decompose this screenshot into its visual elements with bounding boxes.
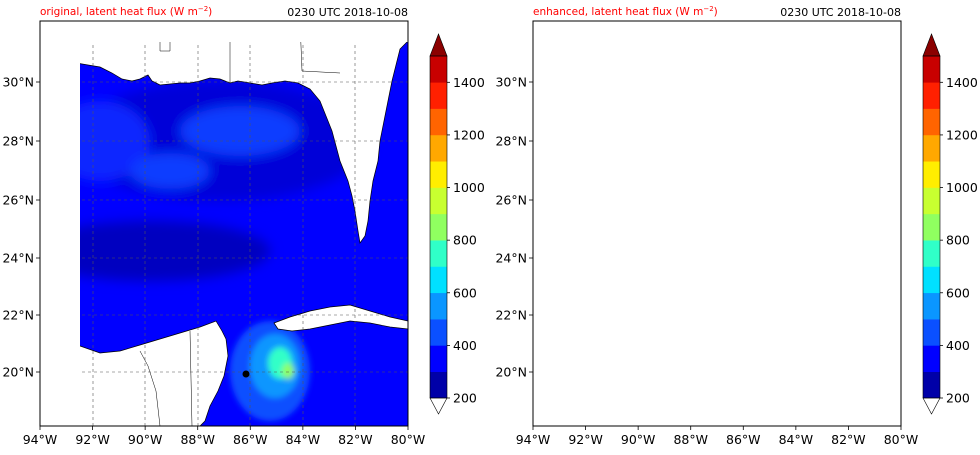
panel-original-colorbar-tick-label: 1400: [453, 75, 485, 90]
panel-enhanced-y-tick-label: 30°N: [495, 75, 527, 90]
panel-enhanced-colorbar-tick-label: 800: [946, 233, 970, 248]
panel-original-colorbar-segment: [430, 266, 447, 294]
panel-original-x-tick-label: 80°W: [391, 432, 426, 447]
panel-original-colorbar-segment: [430, 213, 447, 241]
panel-enhanced-x-tick-label: 88°W: [673, 432, 708, 447]
panel-enhanced-colorbar-segment: [923, 108, 940, 136]
panel-enhanced-colorbar-tick-label: 600: [946, 285, 970, 300]
storm-center-marker: [736, 371, 743, 378]
panel-original-colorbar-segment: [430, 56, 447, 83]
panel-original-colorbar-tick-label: 200: [453, 391, 477, 406]
panel-original-colorbar-segment: [430, 240, 447, 267]
panel-original-colorbar-segment: [430, 108, 447, 136]
panel-original-colorbar-segment: [430, 134, 447, 162]
panel-enhanced-y-tick-label: 22°N: [495, 308, 527, 323]
panel-enhanced-colorbar-segment: [923, 134, 940, 162]
panel-enhanced-colorbar-segment: [923, 82, 940, 109]
panel-original-x-tick-label: 90°W: [128, 432, 163, 447]
panel-enhanced-x-tick-label: 94°W: [516, 432, 551, 447]
panel-original-y-tick-label: 26°N: [2, 193, 34, 208]
panel-enhanced-colorbar-segment: [923, 266, 940, 294]
panel-original-timestamp: 0230 UTC 2018-10-08: [287, 6, 408, 19]
panel-original-x-tick-label: 84°W: [286, 432, 321, 447]
panel-enhanced-axis-ticks: 94°W 92°W 90°W 88°W 86°W 84°W 82°W 80°W 30°N 28°N…: [495, 75, 918, 448]
panel-enhanced-colorbar-segment: [923, 161, 940, 188]
panel-original-x-tick-label: 88°W: [180, 432, 215, 447]
panel-enhanced-colorbar-tick-label: 400: [946, 338, 970, 353]
panel-enhanced-y-tick-label: 24°N: [495, 251, 527, 266]
panel-enhanced-y-tick-label: 20°N: [495, 365, 527, 380]
panel-enhanced-y-tick-label: 28°N: [495, 134, 527, 149]
panel-enhanced-colorbar: 200 400 600 800 1000 1200 1400: [922, 33, 978, 415]
panel-enhanced-x-tick-label: 84°W: [779, 432, 814, 447]
panel-enhanced-colorbar-segment: [923, 292, 940, 320]
panel-original-title: original, latent heat flux (W m−2): [40, 5, 212, 18]
panel-enhanced-colorbar-segment: [923, 240, 940, 267]
panel-enhanced-colorbar-tick-label: 1400: [946, 75, 978, 90]
panel-original-y-tick-label: 24°N: [2, 251, 34, 266]
panel-original-x-tick-label: 86°W: [233, 432, 268, 447]
panel-enhanced-colorbar-segment: [923, 345, 940, 372]
panel-original-colorbar-segment: [430, 371, 447, 399]
panel-enhanced-x-tick-label: 82°W: [831, 432, 866, 447]
panel-original-x-tick-label: 94°W: [23, 432, 58, 447]
panel-original-colorbar-tick-label: 800: [453, 233, 477, 248]
panel-enhanced-colorbar-over-arrow: [922, 33, 941, 57]
panel-original-colorbar-segment: [430, 161, 447, 188]
panel-original-colorbar-over-arrow: [429, 33, 448, 57]
panel-original-colorbar-tick-label: 600: [453, 285, 477, 300]
panel-enhanced-colorbar-segment: [923, 56, 940, 83]
panel-enhanced-colorbar-segment: [923, 187, 940, 215]
panel-enhanced-map: [513, 21, 901, 426]
panel-original-colorbar-tick-label: 1000: [453, 180, 485, 195]
panel-original-map: [80, 42, 409, 427]
storm-center-marker: [242, 370, 250, 378]
panel-original-colorbar: 200 400 600 800 1000 1200 1400: [429, 33, 485, 415]
panel-original-axis-ticks: 94°W 92°W 90°W 88°W 86°W 84°W 82°W 80°W 30°N 28°N…: [2, 75, 425, 448]
panel-original-colorbar-segment: [430, 292, 447, 320]
panel-enhanced: enhanced, latent heat flux (W m−2) 0230 …: [495, 5, 977, 447]
panel-enhanced-title: enhanced, latent heat flux (W m−2): [533, 5, 718, 18]
panel-original-colorbar-segment: [430, 187, 447, 215]
panel-original-colorbar-under-arrow: [429, 397, 448, 415]
panel-original-y-tick-label: 28°N: [2, 134, 34, 149]
panel-original-colorbar-tick-label: 400: [453, 338, 477, 353]
panel-enhanced-colorbar-segment: [923, 213, 940, 241]
panel-enhanced-colorbar-segment: [923, 371, 940, 399]
panel-original-y-tick-label: 30°N: [2, 75, 34, 90]
panel-original-x-tick-label: 82°W: [338, 432, 373, 447]
panel-original-y-tick-label: 22°N: [2, 308, 34, 323]
panel-original-colorbar-segment: [430, 319, 447, 346]
panel-enhanced-timestamp: 0230 UTC 2018-10-08: [780, 6, 901, 19]
panel-enhanced-colorbar-tick-label: 200: [946, 391, 970, 406]
panel-enhanced-colorbar-tick-label: 1200: [946, 127, 978, 142]
panel-original-colorbar-tick-label: 1200: [453, 127, 485, 142]
panel-enhanced-y-tick-label: 26°N: [495, 193, 527, 208]
panel-original-y-tick-label: 20°N: [2, 365, 34, 380]
panel-enhanced-x-tick-label: 80°W: [884, 432, 919, 447]
panel-enhanced-x-tick-label: 90°W: [621, 432, 656, 447]
panel-enhanced-colorbar-under-arrow: [922, 397, 941, 415]
panel-enhanced-colorbar-segment: [923, 319, 940, 346]
panel-original-colorbar-segment: [430, 82, 447, 109]
panel-original: original, latent heat flux (W m−2) 0230 …: [2, 5, 484, 447]
panel-enhanced-x-tick-label: 92°W: [568, 432, 603, 447]
panel-original-x-tick-label: 92°W: [75, 432, 110, 447]
panel-enhanced-x-tick-label: 86°W: [726, 432, 761, 447]
panel-enhanced-colorbar-tick-label: 1000: [946, 180, 978, 195]
panel-original-colorbar-segment: [430, 345, 447, 372]
